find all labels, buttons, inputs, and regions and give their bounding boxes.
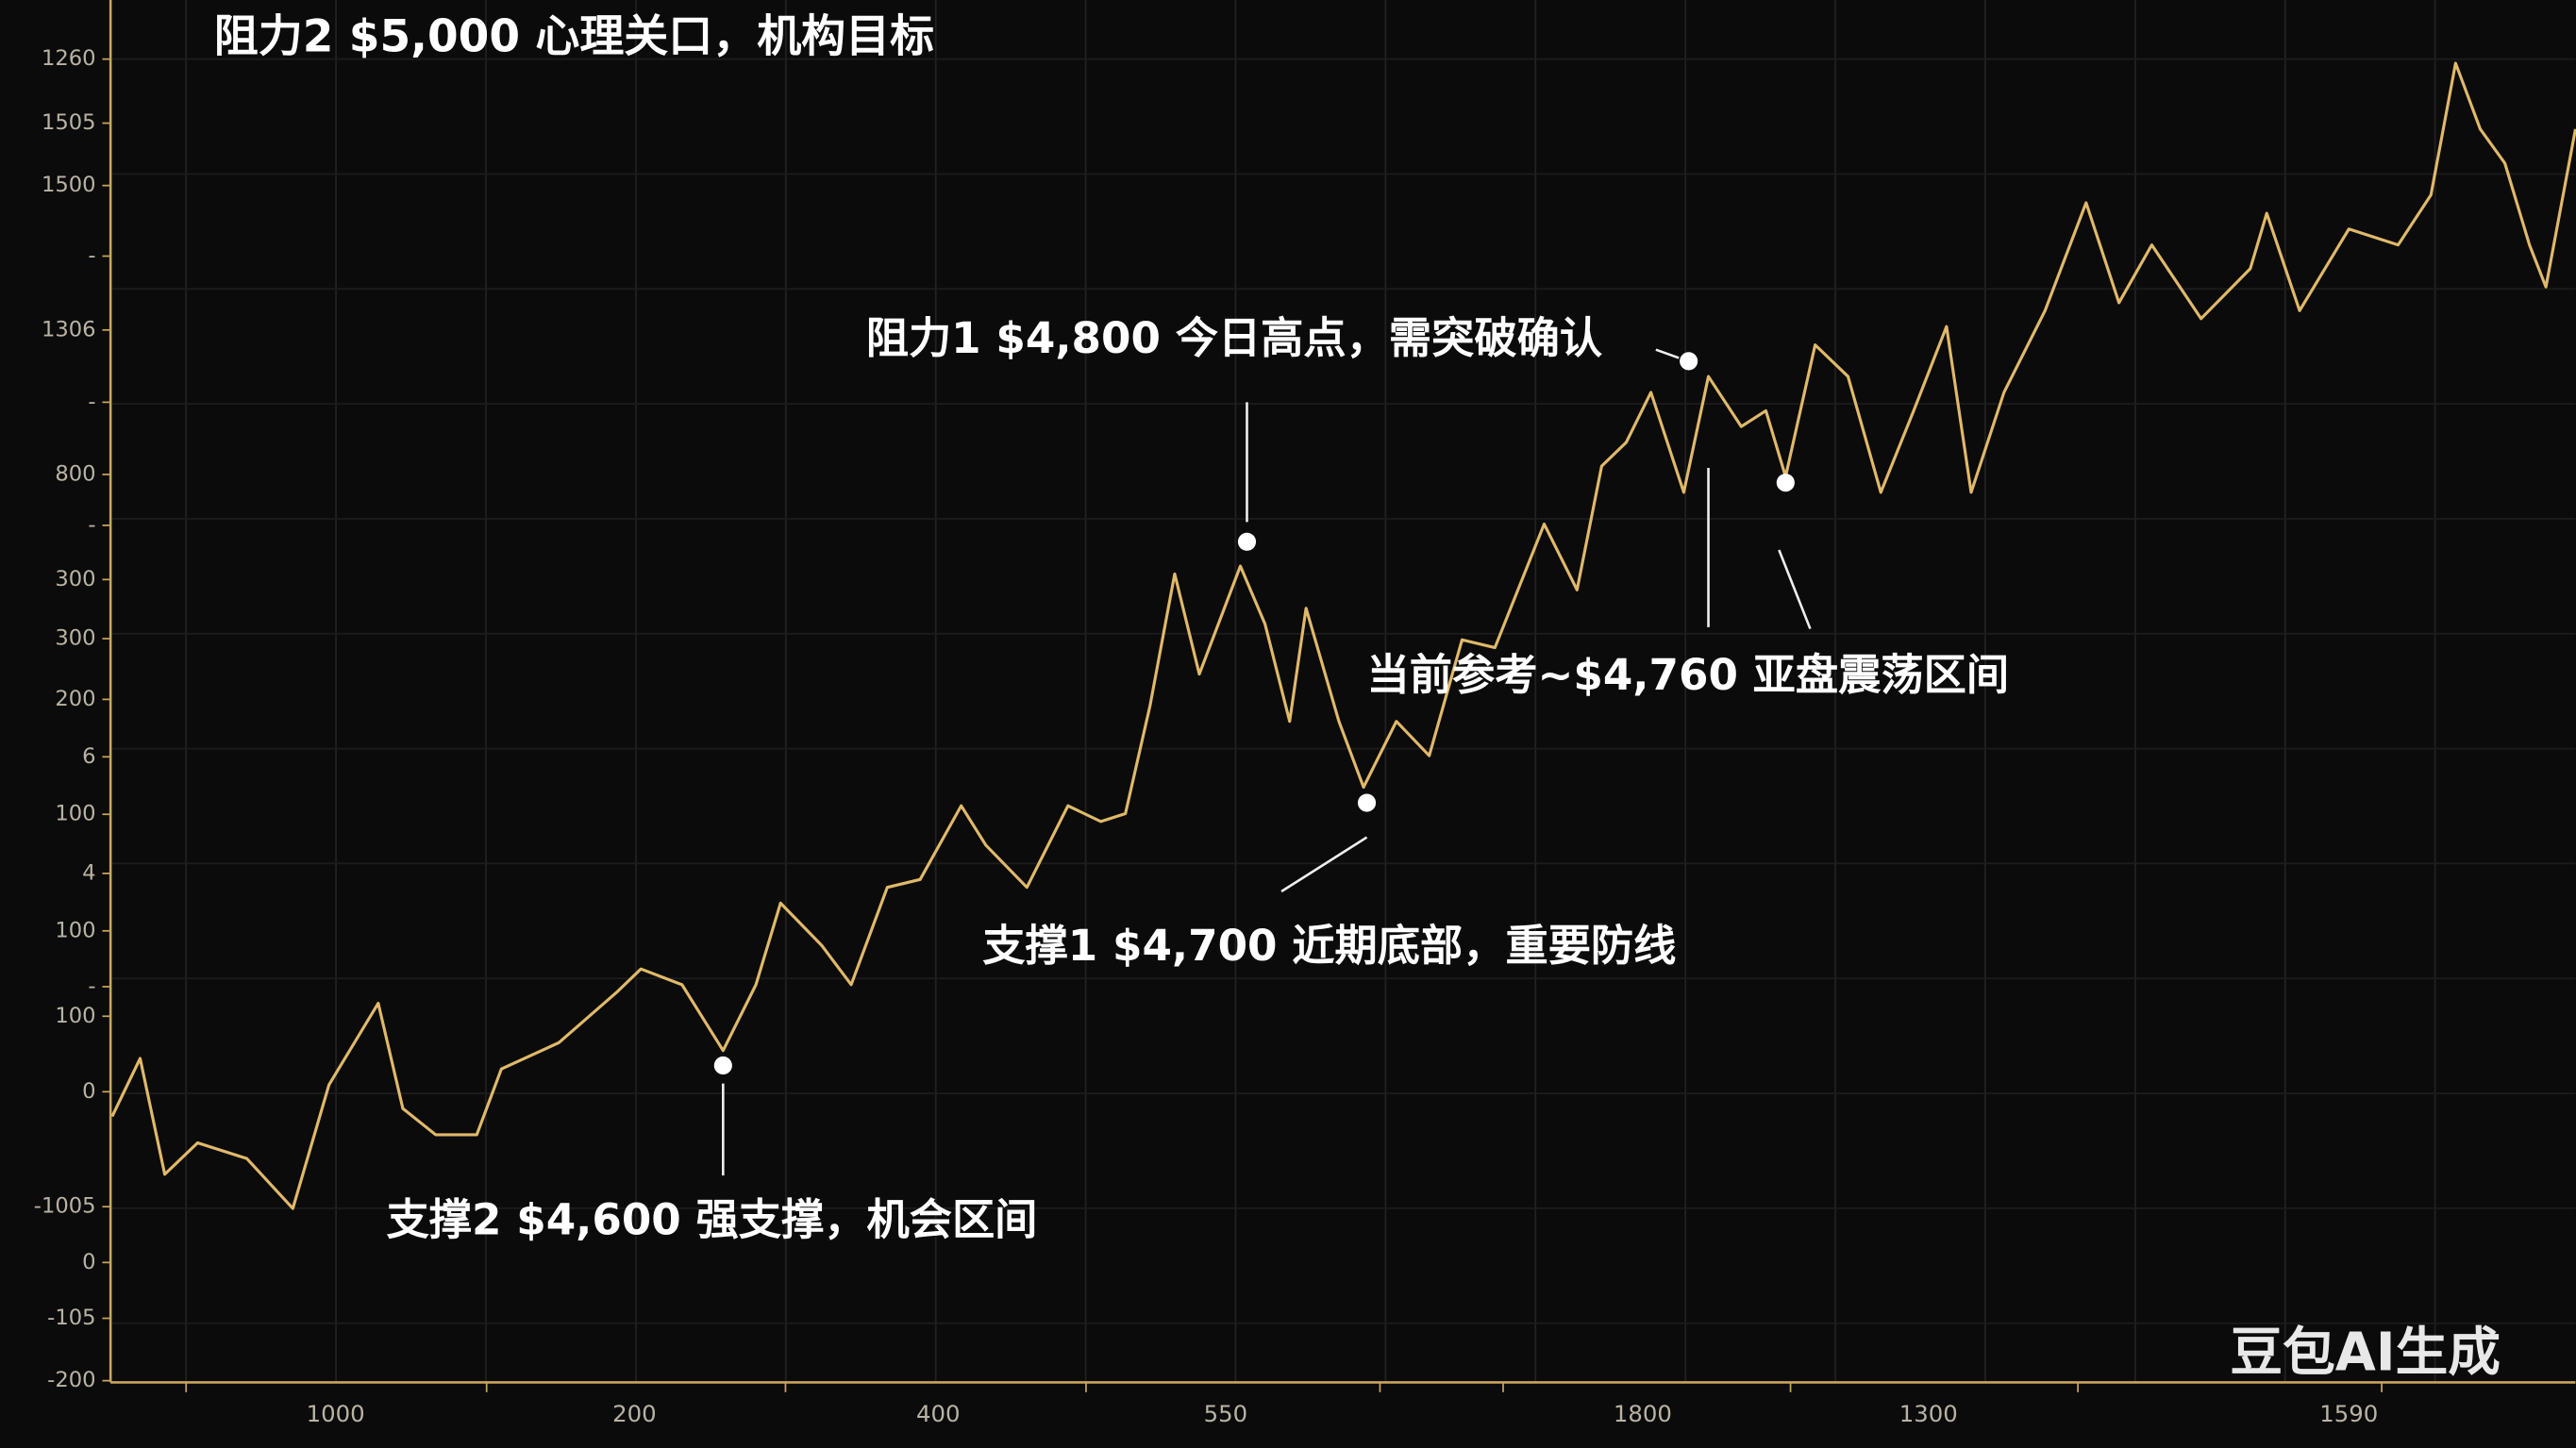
y-tick-label: 1260	[42, 46, 96, 71]
x-tick-label: 1800	[1614, 1400, 1672, 1427]
y-tick-label: 200	[55, 687, 95, 711]
annotation-dot	[1776, 474, 1795, 492]
annotation: 支撑1 $4,700 近期底部，重要防线	[982, 921, 1676, 971]
x-tick-label: 1000	[307, 1400, 365, 1427]
leader-line	[1655, 348, 1680, 359]
y-tick-label: 6	[82, 744, 95, 769]
y-tick-label: -1005	[34, 1194, 96, 1219]
y-tick-label: -200	[47, 1368, 95, 1392]
y-tick-label: 0	[82, 1079, 95, 1104]
leader-line	[1280, 836, 1368, 893]
y-tick-label: -	[88, 512, 95, 537]
x-tick-label: 400	[916, 1400, 961, 1427]
x-tick-label: 1300	[1899, 1400, 1958, 1427]
x-tick-label: 550	[1204, 1400, 1248, 1427]
y-tick-label: 300	[55, 567, 95, 591]
annotation-dot	[1237, 532, 1257, 551]
leader-line	[1778, 549, 1812, 630]
annotation-dot	[713, 1056, 732, 1075]
y-tick-label: -	[88, 974, 95, 998]
y-tick-label: -	[88, 390, 95, 414]
y-tick-label: 800	[55, 461, 95, 486]
y-tick-label: -	[88, 243, 95, 268]
price-line	[110, 61, 2576, 1210]
y-tick-label: 100	[55, 1004, 95, 1028]
annotation-dot	[1680, 352, 1698, 371]
y-tick-label: 100	[55, 918, 95, 942]
x-tick-label: 200	[612, 1400, 657, 1427]
chart-title: 阻力2 $5,000 心理关口，机构目标	[214, 10, 934, 62]
annotation: 当前参考~$4,760 亚盘震荡区间	[1367, 650, 2010, 700]
watermark: 豆包AI生成	[2230, 1323, 2501, 1384]
y-tick-label: 0	[82, 1250, 95, 1274]
y-tick-label: 1500	[42, 173, 96, 197]
y-tick-label: -105	[47, 1306, 95, 1330]
y-tick-label: 1306	[42, 317, 96, 341]
y-tick-label: 4	[82, 860, 95, 885]
grid	[111, 0, 2576, 1383]
annotation: 支撑2 $4,600 强支撑，机会区间	[387, 1195, 1038, 1245]
annotation: 阻力1 $4,800 今日高点，需突破确认	[866, 313, 1603, 363]
y-tick-label: 300	[55, 626, 95, 651]
x-tick-label: 1590	[2319, 1400, 2378, 1427]
annotation-dot	[1357, 793, 1377, 812]
y-tick-label: 100	[55, 802, 95, 826]
y-tick-label: 1505	[42, 110, 96, 135]
